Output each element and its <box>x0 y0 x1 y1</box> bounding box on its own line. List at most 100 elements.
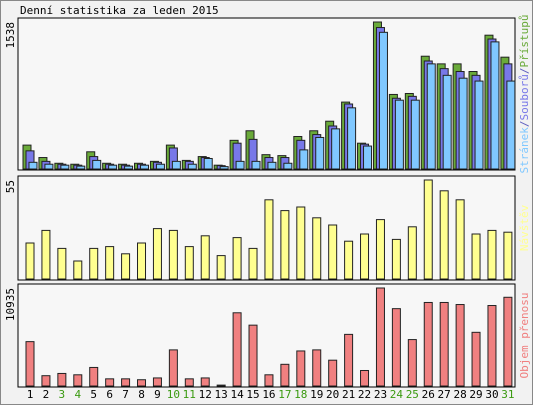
bar <box>363 145 373 170</box>
x-tick-label: 29 <box>469 388 482 401</box>
bar <box>137 242 147 280</box>
y-tick-label: 10935 <box>4 288 17 321</box>
legend-entry: Návštěv <box>518 204 531 251</box>
bar <box>25 242 35 280</box>
bar <box>200 235 210 280</box>
bar <box>73 260 83 280</box>
bar <box>124 165 134 170</box>
x-tick-label: 3 <box>59 388 66 401</box>
bar <box>73 374 83 387</box>
bar <box>283 162 293 170</box>
bar <box>92 159 102 170</box>
bar <box>28 161 38 170</box>
x-tick-label: 1 <box>27 388 34 401</box>
legend-entry: Stránek <box>518 127 531 174</box>
bar <box>407 226 417 280</box>
x-tick-label: 27 <box>438 388 451 401</box>
bar <box>184 378 194 387</box>
bar <box>89 366 99 387</box>
bar <box>105 246 115 280</box>
x-tick-label: 2 <box>43 388 50 401</box>
bar <box>375 287 385 387</box>
x-tick-label: 4 <box>74 388 81 401</box>
x-tick-label: 26 <box>422 388 435 401</box>
bar <box>474 80 484 170</box>
x-tick-label: 22 <box>358 388 371 401</box>
bar <box>471 331 481 387</box>
x-tick-label: 13 <box>215 388 228 401</box>
x-tick-label: 16 <box>262 388 275 401</box>
bar <box>503 231 513 280</box>
bar <box>455 304 465 387</box>
x-tick-label: 30 <box>485 388 498 401</box>
y-tick-label: 1538 <box>4 22 17 49</box>
bar <box>312 349 322 387</box>
x-tick-label: 6 <box>106 388 113 401</box>
bar <box>168 229 178 280</box>
bar <box>76 165 86 170</box>
bar <box>360 233 370 280</box>
bar <box>375 219 385 280</box>
legend: Stránek/Souborů/Přístupů <box>518 15 531 174</box>
bar <box>506 80 516 170</box>
bar <box>264 374 274 387</box>
bar <box>137 379 147 387</box>
bar <box>248 324 258 387</box>
bar <box>378 31 388 170</box>
x-tick-label: 25 <box>406 388 419 401</box>
bar <box>44 163 54 170</box>
bar <box>140 164 150 170</box>
legend-separator: / <box>518 120 531 127</box>
x-tick-label: 10 <box>167 388 180 401</box>
bar <box>487 305 497 387</box>
bar <box>155 163 165 170</box>
bar <box>57 247 67 280</box>
bar <box>423 179 433 280</box>
bar <box>89 247 99 280</box>
bar <box>187 163 197 170</box>
x-tick-label: 15 <box>246 388 259 401</box>
x-tick-label: 7 <box>122 388 129 401</box>
bar <box>251 160 261 170</box>
bar <box>264 199 274 280</box>
bar <box>439 301 449 387</box>
bar <box>25 341 35 387</box>
bar <box>423 301 433 387</box>
x-tick-label: 18 <box>294 388 307 401</box>
bar <box>455 199 465 280</box>
bar <box>60 164 70 170</box>
bar <box>312 217 322 280</box>
bar <box>328 224 338 280</box>
x-tick-label: 24 <box>390 388 404 401</box>
legend: Objem přenosu <box>518 292 531 378</box>
bar <box>184 246 194 280</box>
y-tick-label: 55 <box>4 180 17 193</box>
legend-entry: Souborů <box>518 74 531 120</box>
bar <box>216 384 226 387</box>
bar <box>171 160 181 170</box>
x-tick-label: 14 <box>230 388 244 401</box>
x-tick-label: 20 <box>326 388 339 401</box>
x-tick-label: 21 <box>342 388 355 401</box>
bar <box>235 160 245 170</box>
x-tick-label: 12 <box>199 388 212 401</box>
bar <box>503 296 513 387</box>
bar <box>168 349 178 387</box>
bar <box>280 363 290 387</box>
bar <box>394 99 404 170</box>
legend-entry: Objem přenosu <box>518 292 531 378</box>
bar <box>267 161 277 170</box>
bar <box>490 41 500 170</box>
bar <box>57 372 67 387</box>
legend-entry: Přístupů <box>518 15 531 68</box>
bar <box>248 247 258 280</box>
bar <box>344 240 354 280</box>
bar <box>410 99 420 170</box>
bar <box>315 136 325 170</box>
bar <box>391 238 401 280</box>
x-tick-label: 11 <box>183 388 196 401</box>
bar <box>344 333 354 387</box>
bar <box>152 228 162 280</box>
bar <box>203 157 213 170</box>
bar <box>439 190 449 280</box>
